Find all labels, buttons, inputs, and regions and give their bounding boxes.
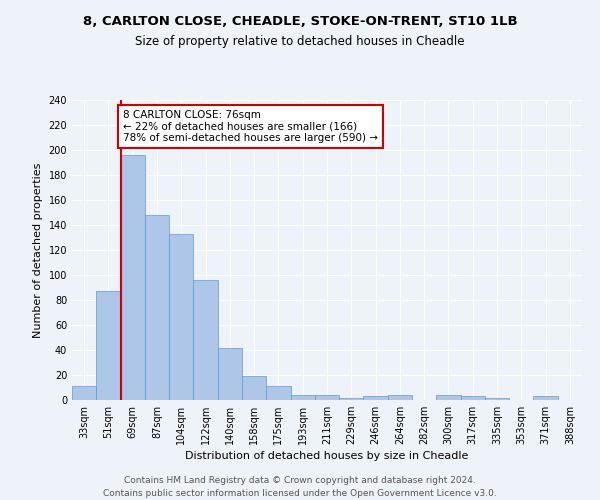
Bar — [533, 396, 558, 400]
Bar — [218, 348, 242, 400]
Text: 8 CARLTON CLOSE: 76sqm
← 22% of detached houses are smaller (166)
78% of semi-de: 8 CARLTON CLOSE: 76sqm ← 22% of detached… — [123, 110, 378, 143]
Y-axis label: Number of detached properties: Number of detached properties — [33, 162, 43, 338]
Bar — [364, 396, 388, 400]
Bar — [169, 234, 193, 400]
X-axis label: Distribution of detached houses by size in Cheadle: Distribution of detached houses by size … — [185, 451, 469, 461]
Bar — [290, 395, 315, 400]
Bar — [315, 395, 339, 400]
Bar — [242, 376, 266, 400]
Bar — [96, 291, 121, 400]
Bar — [145, 215, 169, 400]
Bar — [436, 395, 461, 400]
Text: Size of property relative to detached houses in Cheadle: Size of property relative to detached ho… — [135, 35, 465, 48]
Bar — [485, 398, 509, 400]
Bar — [388, 395, 412, 400]
Bar — [339, 398, 364, 400]
Bar — [266, 386, 290, 400]
Text: Contains HM Land Registry data © Crown copyright and database right 2024.
Contai: Contains HM Land Registry data © Crown c… — [103, 476, 497, 498]
Bar — [461, 396, 485, 400]
Bar — [121, 155, 145, 400]
Bar — [72, 386, 96, 400]
Bar — [193, 280, 218, 400]
Text: 8, CARLTON CLOSE, CHEADLE, STOKE-ON-TRENT, ST10 1LB: 8, CARLTON CLOSE, CHEADLE, STOKE-ON-TREN… — [83, 15, 517, 28]
